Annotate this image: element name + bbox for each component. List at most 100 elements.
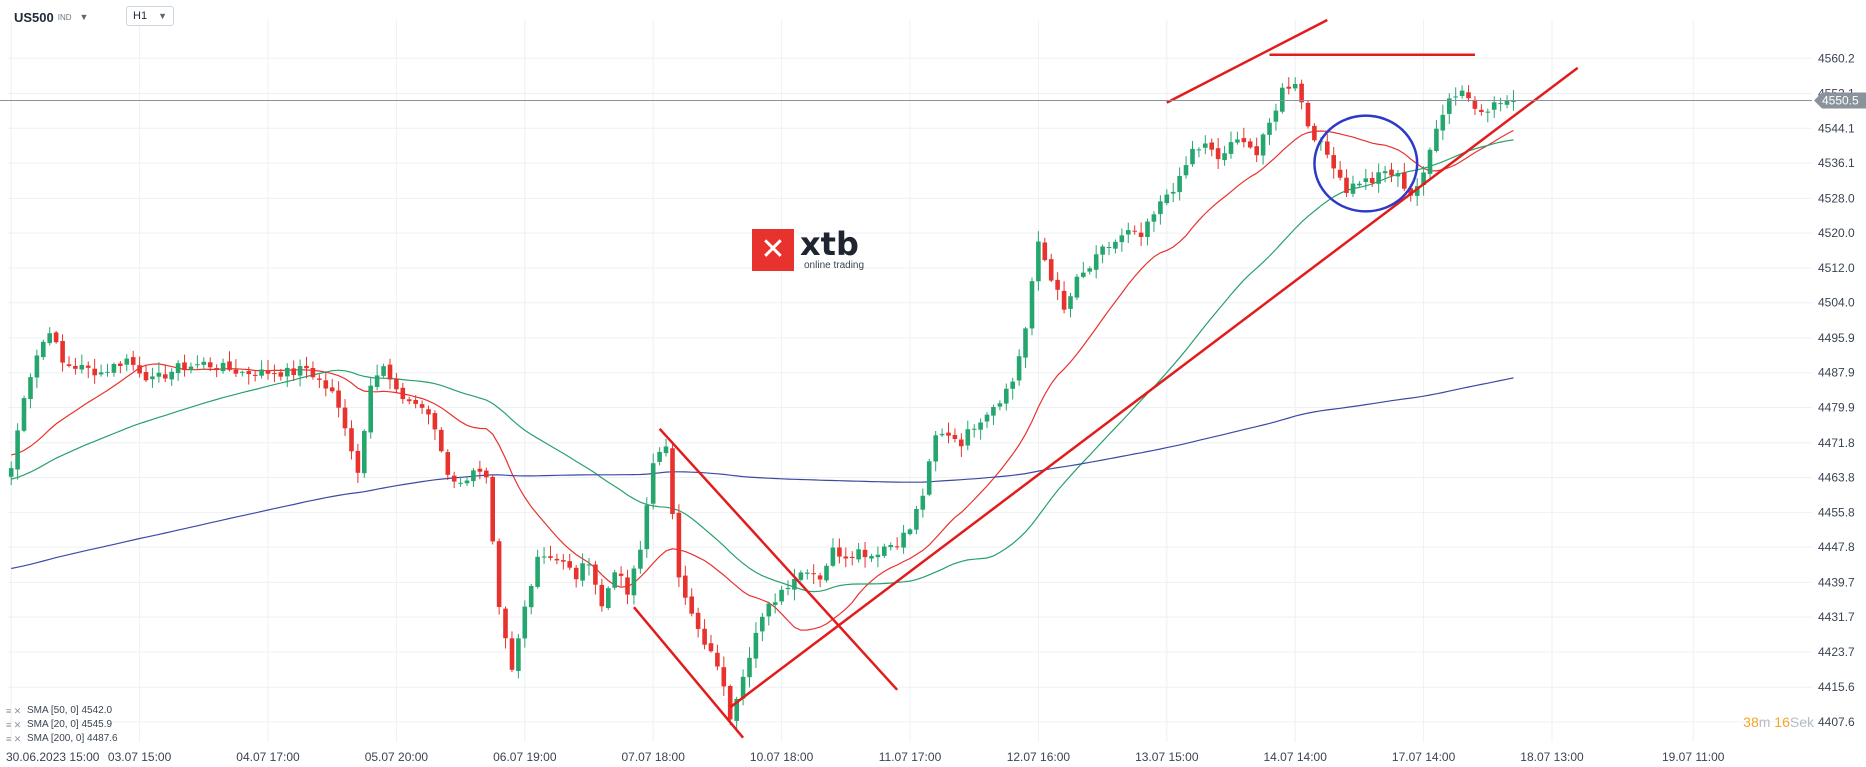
candle-body [894,546,900,548]
candle-bearish [561,554,566,570]
candle-bearish [727,684,733,726]
candle-body [342,407,348,429]
candle-bearish [387,358,393,390]
candle-bullish [1113,239,1118,254]
candle-bullish [1081,261,1086,279]
candle-body [1241,138,1247,143]
candle-body [1382,171,1388,174]
candle-body [875,554,881,558]
candle-bearish [683,565,688,605]
current-price-tag[interactable] [1814,92,1866,109]
time-tick-label: 03.07 15:00 [108,750,172,764]
candle-body [1350,183,1356,194]
candle-bearish [1312,123,1317,143]
symbol-selector[interactable]: US500 IND ▼ [14,6,88,28]
indicator-settings-icon[interactable]: ≡ ✕ [6,706,22,716]
candle-body [554,558,560,561]
legend-item-sma20[interactable]: ≡ ✕ SMA [20, 0] 4545.9 [6,718,118,732]
candle-bearish [394,373,399,393]
trendline[interactable] [658,428,899,691]
timeframe-selector[interactable]: H1 ▼ [126,6,174,26]
candle-bearish [849,551,855,566]
candle-bullish [1267,118,1272,145]
candle-body [445,452,451,475]
legend-item-sma200[interactable]: ≡ ✕ SMA [200, 0] 4487.6 [6,732,118,746]
candle-body [689,596,694,614]
trendline[interactable] [632,606,745,739]
indicator-settings-icon[interactable]: ≡ ✕ [6,734,22,744]
candle-bullish [541,547,547,564]
candle-bullish [856,542,861,563]
candle-body [490,476,495,542]
candle-bullish [47,327,52,346]
candle-bullish [1427,147,1433,180]
chevron-down-icon[interactable]: ▼ [158,11,167,21]
candle-body [329,387,335,392]
countdown-minutes-unit: m [1758,714,1771,730]
candle-bearish [1048,253,1054,283]
trendline[interactable] [1166,18,1328,104]
candle-body [528,586,534,608]
candle-bullish [150,367,155,388]
time-axis[interactable]: 30.06.2023 15:00 03.07 15:00 04.07 17:00 05… [6,750,1725,764]
candle-body [400,387,406,400]
candle-body [1299,83,1304,103]
candle-body [798,572,804,580]
candle-body [991,407,996,416]
indicator-settings-icon[interactable]: ≡ ✕ [6,720,22,730]
candle-body [285,367,290,377]
trend-drawings[interactable] [632,18,1579,739]
candle-body [169,371,174,380]
candle-bullish [1376,163,1381,193]
candle-body [79,365,85,370]
price-tick-label: 4415.6 [1818,680,1855,694]
candle-body [374,375,380,387]
candle-body [593,564,598,585]
candle-bullish [105,363,110,377]
price-axis[interactable]: 4560.24552.14544.14536.14528.04520.04512… [0,51,1866,729]
candle-body [130,357,136,365]
time-tick-label: 13.07 15:00 [1135,750,1199,764]
candle-body [15,430,20,470]
candle-body [785,587,791,590]
highlight-ellipse[interactable] [1313,114,1419,213]
candle-body [837,547,842,557]
candle-body [1215,148,1221,160]
candle-bullish [1382,165,1388,183]
legend-item-sma50[interactable]: ≡ ✕ SMA [50, 0] 4542.0 [6,704,118,718]
candle-body [111,364,117,373]
candle-body [297,366,303,376]
candle-bullish [997,400,1003,411]
candle-bullish [175,360,181,381]
candle-body [317,378,322,380]
candle-body [336,390,341,408]
candle-body [901,532,906,548]
candle-bullish [98,364,104,377]
candle-body [1363,178,1369,182]
candle-body [227,361,232,370]
candle-bearish [837,538,842,564]
sma-200-line [11,377,1514,570]
candle-bullish [41,339,46,361]
candle-body [766,603,772,617]
candle-bullish [991,404,996,425]
candle-body [1395,173,1401,177]
price-tick-label: 4407.6 [1818,715,1855,729]
candle-bearish [336,381,341,418]
candle-bullish [124,354,130,372]
candle-bearish [946,422,951,444]
timeframe-label: H1 [133,10,148,22]
candle-bearish [163,364,168,383]
chevron-down-icon[interactable]: ▼ [79,12,89,22]
trendline[interactable] [729,66,1579,709]
candle-body [830,547,836,566]
candle-bullish [612,569,617,591]
candle-body [156,372,162,377]
candle-body [914,509,919,530]
candle-body [1402,172,1407,189]
candle-bearish [66,356,72,368]
price-tick-label: 4520.0 [1818,226,1855,240]
candle-bearish [1138,222,1144,247]
candle-bullish [201,357,207,370]
